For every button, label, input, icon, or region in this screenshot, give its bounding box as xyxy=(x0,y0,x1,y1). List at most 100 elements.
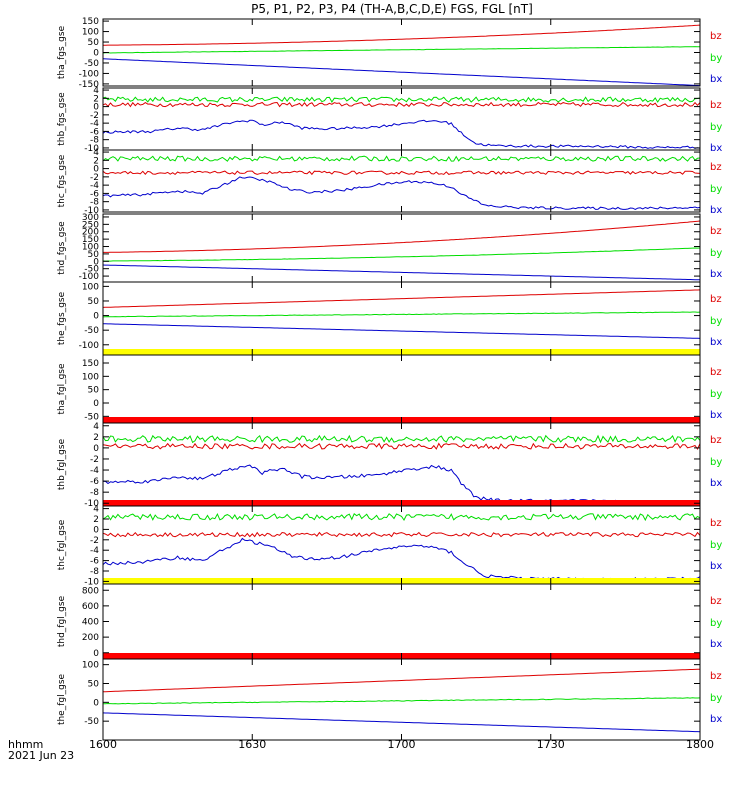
panel-tha_fgl_gse: 150 100 50 0 -50 tha_fgl_gse bz by bx xyxy=(57,354,722,424)
legend-bz: bz xyxy=(710,294,722,305)
y-tick-label: 4 xyxy=(93,422,99,432)
y-tick-label: -10 xyxy=(84,144,99,154)
x-tick-label: 1600 xyxy=(89,738,117,751)
y-tick-label: 2 xyxy=(93,515,99,525)
legend-bz: bz xyxy=(710,596,722,607)
y-tick-label: 4 xyxy=(93,86,99,96)
legend-bx: bx xyxy=(710,205,722,216)
y-tick-label: -6 xyxy=(90,127,99,137)
date-label: 2021 Jun 23 xyxy=(8,749,74,762)
y-tick-label: -2 xyxy=(90,455,99,465)
series-line-tha_fgs_gse-by xyxy=(103,46,700,54)
series-line-thb_fgs_gse-bz xyxy=(103,101,700,108)
y-tick-label: -150 xyxy=(79,80,100,90)
panel-the_fgs_gse: 100 50 0 -50 -100 the_fgs_gse bz by bx xyxy=(57,281,722,356)
y-tick-label: 50 xyxy=(88,297,100,307)
y-tick-label: 0 xyxy=(93,649,99,659)
legend-bz: bz xyxy=(710,518,722,529)
legend-by: by xyxy=(710,389,722,400)
y-tick-label: 2 xyxy=(93,94,99,104)
y-tick-label: -4 xyxy=(90,181,99,191)
y-tick-label: -50 xyxy=(84,59,99,69)
legend-bx: bx xyxy=(710,639,722,650)
y-tick-label: -10 xyxy=(84,499,99,509)
legend-bx: bx xyxy=(710,269,722,280)
y-tick-label: -100 xyxy=(79,341,100,351)
panel-thd_fgl_gse: 800 600 400 200 0 thd_fgl_gse bz by bx xyxy=(57,583,722,660)
y-tick-label: -10 xyxy=(84,577,99,587)
legend-bz: bz xyxy=(710,100,722,111)
series-line-the_fgl_gse-bx xyxy=(103,712,700,733)
legend-by: by xyxy=(710,316,722,327)
y-tick-label: -10 xyxy=(84,206,99,216)
y-tick-label: -8 xyxy=(90,567,99,577)
panel-label: thb_fgl_gse xyxy=(57,438,67,490)
y-tick-label: 300 xyxy=(82,213,99,223)
y-tick-label: 0 xyxy=(93,444,99,454)
series-line-thc_fgl_gse-bz xyxy=(103,531,700,538)
y-tick-label: 2 xyxy=(93,433,99,443)
y-tick-label: 400 xyxy=(82,618,99,628)
y-tick-label: 50 xyxy=(88,679,100,689)
y-tick-label: -2 xyxy=(90,111,99,121)
y-tick-label: -50 xyxy=(84,326,99,336)
y-tick-label: 150 xyxy=(82,235,99,245)
x-tick-label: 1800 xyxy=(686,738,714,751)
series-line-the_fgl_gse-bz xyxy=(103,668,700,693)
y-tick-label: -8 xyxy=(90,198,99,208)
legend-by: by xyxy=(710,53,722,64)
series-line-thc_fgs_gse-by xyxy=(103,155,700,162)
series-line-thb_fgs_gse-by xyxy=(103,96,700,103)
panel-frame xyxy=(102,422,701,507)
y-tick-label: 0 xyxy=(93,525,99,535)
x-corner-label: hhmm xyxy=(8,738,43,751)
y-tick-label: 0 xyxy=(93,312,99,322)
y-tick-label: 100 xyxy=(82,372,99,382)
y-tick-label: 0 xyxy=(93,399,99,409)
panel-frame xyxy=(102,658,701,741)
panel-label: tha_fgl_gse xyxy=(57,363,67,415)
legend-bz: bz xyxy=(710,671,722,682)
x-tick-label: 1730 xyxy=(537,738,565,751)
y-tick-label: -2 xyxy=(90,536,99,546)
legend-bx: bx xyxy=(710,74,722,85)
legend-bz: bz xyxy=(710,226,722,237)
legend-bx: bx xyxy=(710,478,722,489)
series-line-thc_fgs_gse-bz xyxy=(103,170,700,176)
series-line-thc_fgl_gse-bx xyxy=(103,537,700,582)
y-tick-label: -4 xyxy=(90,546,99,556)
y-tick-label: 200 xyxy=(82,228,99,238)
y-tick-label: 0 xyxy=(93,698,99,708)
panel-label: thb_fgs_gse xyxy=(57,92,67,146)
y-tick-label: 4 xyxy=(93,505,99,515)
y-tick-label: -50 xyxy=(84,412,99,422)
legend-bx: bx xyxy=(710,410,722,421)
legend-bx: bx xyxy=(710,143,722,154)
legend-bz: bz xyxy=(710,31,722,42)
panel-label: thd_fgl_gse xyxy=(57,595,67,647)
series-line-the_fgs_gse-by xyxy=(103,311,700,318)
series-line-the_fgs_gse-bx xyxy=(103,323,700,339)
y-tick-label: -100 xyxy=(79,272,100,282)
series-line-thd_fgs_gse-by xyxy=(103,247,700,262)
y-tick-label: 4 xyxy=(93,148,99,158)
x-axis: 1600 1630 1700 1730 1800 xyxy=(89,738,714,751)
y-tick-label: 0 xyxy=(93,165,99,175)
legend-by: by xyxy=(710,693,722,704)
legend-by: by xyxy=(710,540,722,551)
series-line-tha_fgs_gse-bz xyxy=(103,24,700,46)
panel-label: thc_fgl_gse xyxy=(57,519,67,570)
legend-by: by xyxy=(710,248,722,259)
series-line-the_fgs_gse-bz xyxy=(103,289,700,308)
x-tick-label: 1630 xyxy=(238,738,266,751)
series-line-thd_fgs_gse-bz xyxy=(103,220,700,253)
y-tick-label: -6 xyxy=(90,477,99,487)
y-tick-label: 200 xyxy=(82,633,99,643)
panel-thc_fgs_gse: 420-2-4-6-8-10 thc_fgs_gse bz by bx xyxy=(57,148,722,216)
panel-label: thd_fgs_gse xyxy=(57,221,67,275)
legend-bz: bz xyxy=(710,162,722,173)
y-tick-label: 50 xyxy=(88,386,100,396)
